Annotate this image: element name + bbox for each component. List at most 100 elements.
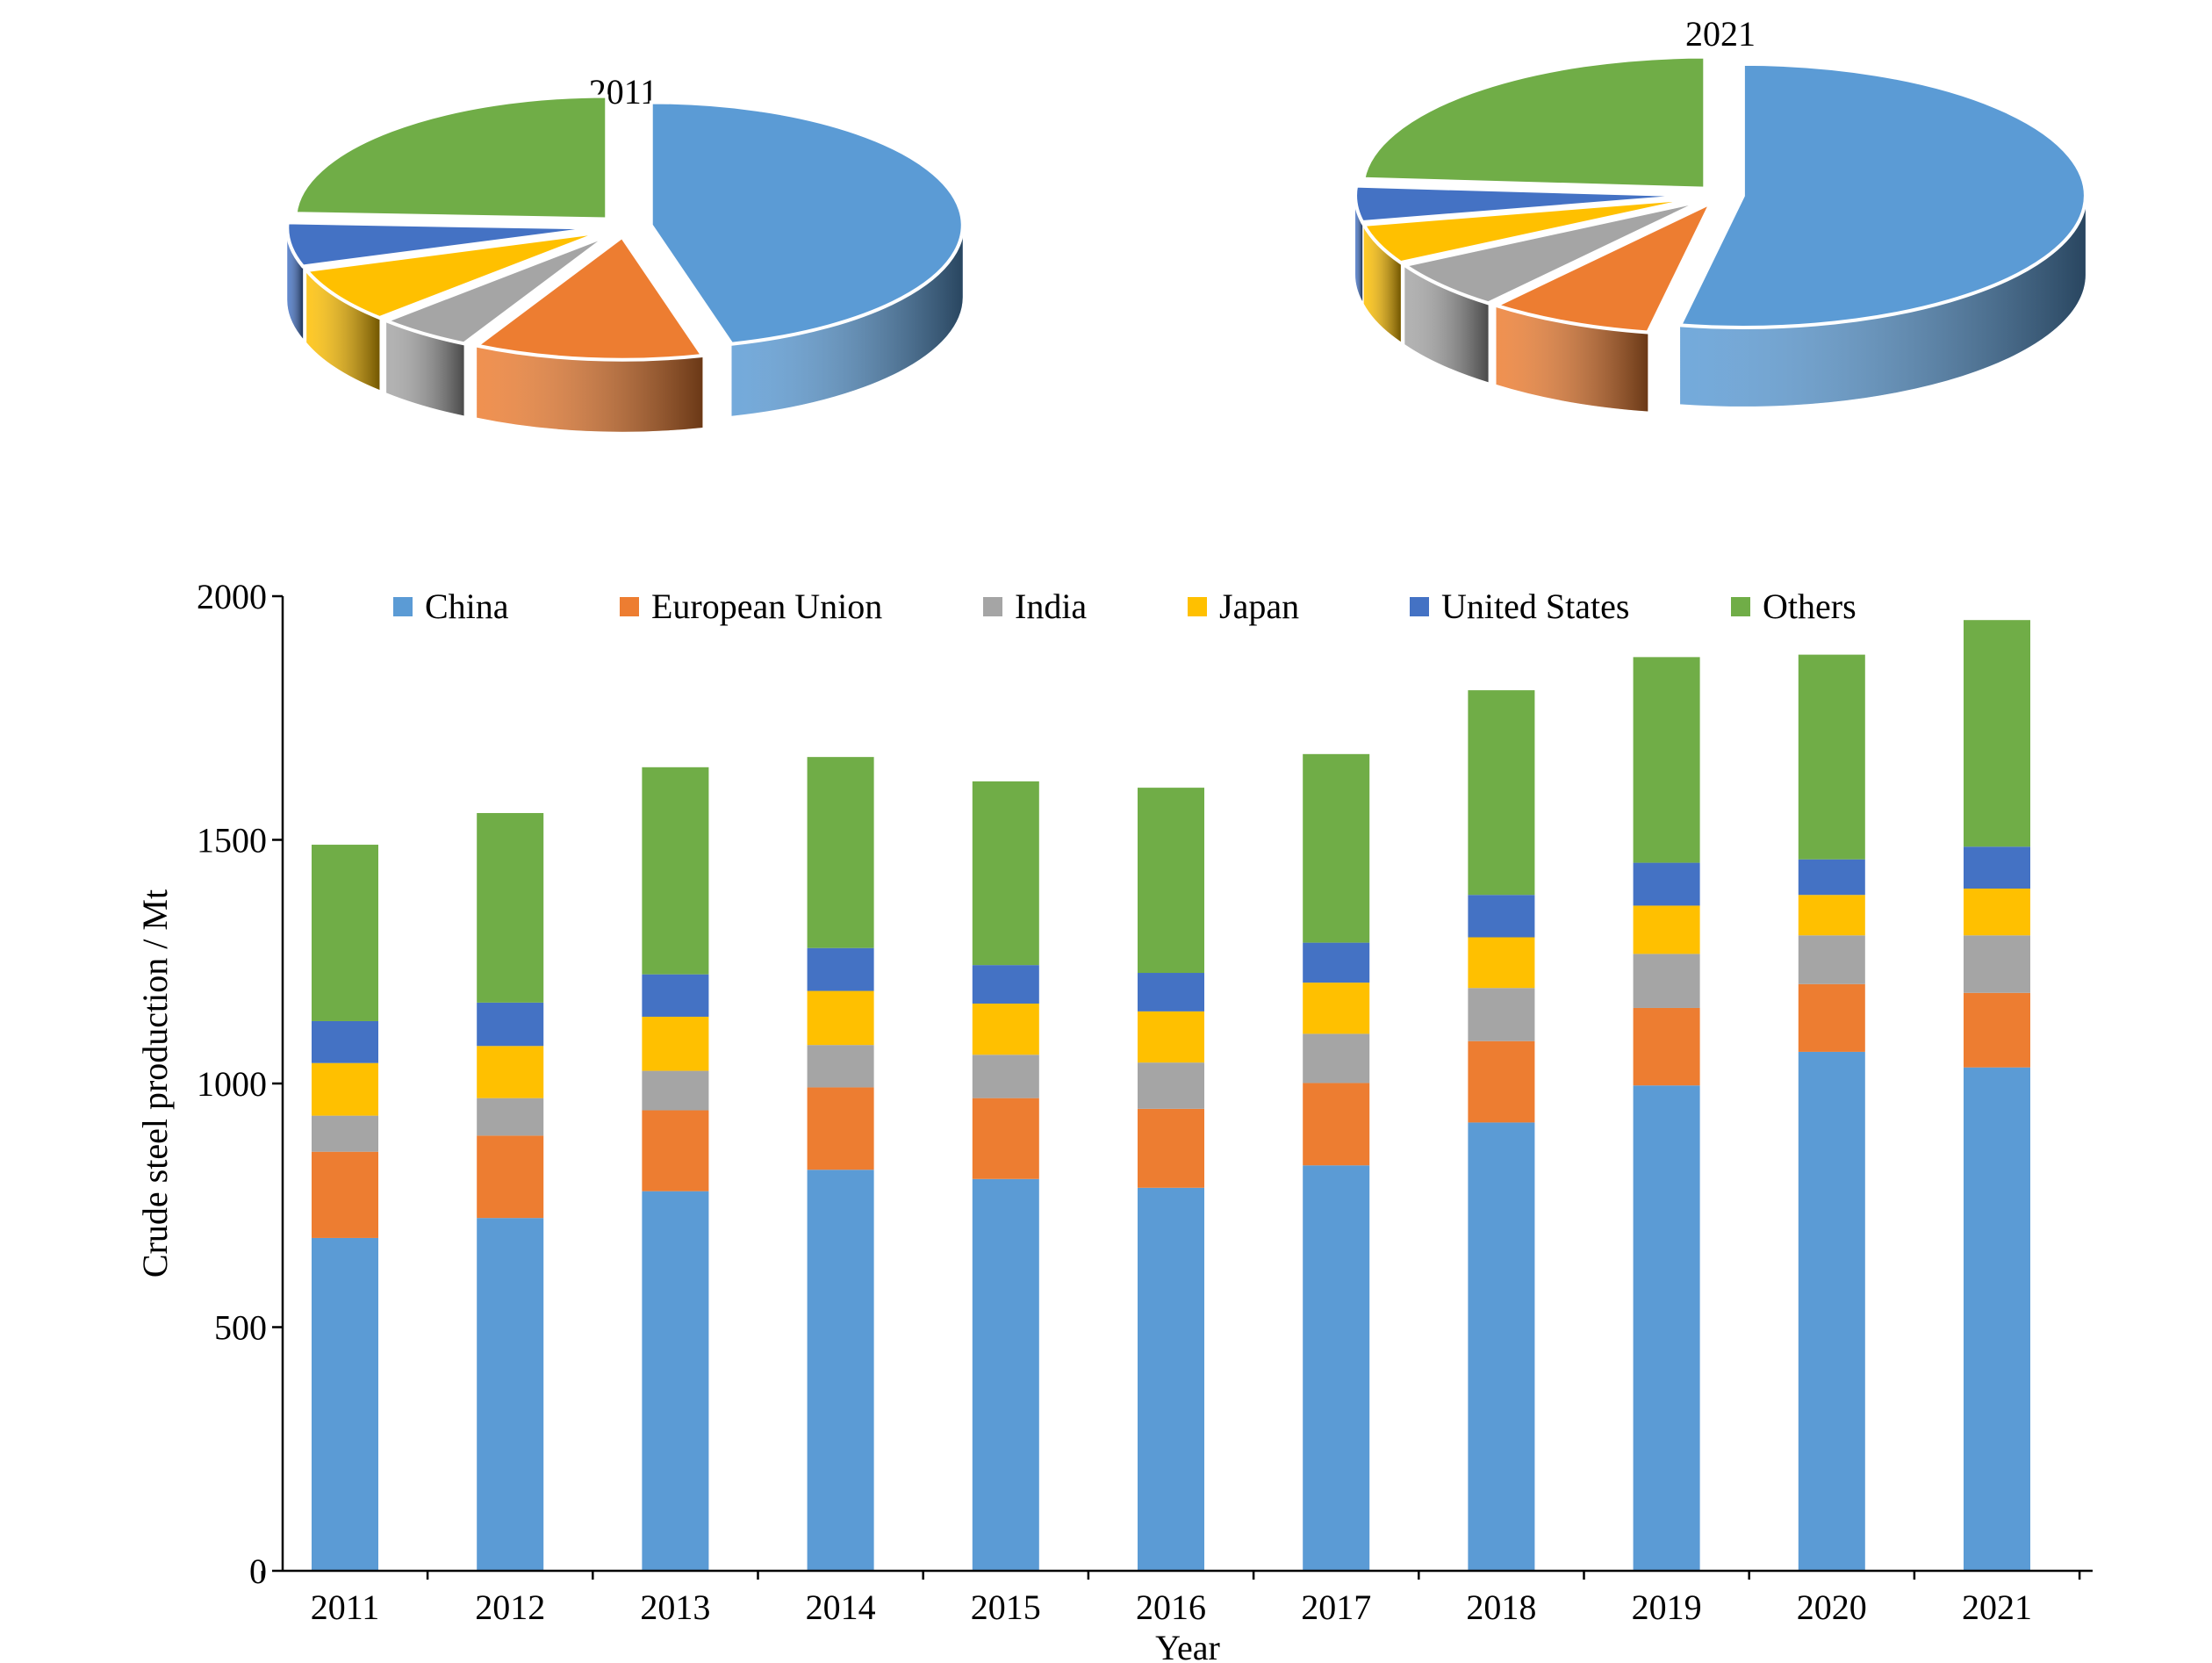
- y-axis-ticks: 0 500 1000 1500 2000: [197, 577, 283, 1591]
- bar-japan-2021: [1964, 889, 2030, 936]
- pie-side-shade-india: [386, 320, 464, 416]
- bar-united-states-2015: [972, 965, 1039, 1004]
- bar-india-2012: [477, 1098, 544, 1136]
- x-tick-label: 2011: [311, 1587, 380, 1627]
- bar-india-2014: [807, 1045, 874, 1088]
- bar-india-2021: [1964, 935, 2030, 993]
- bar-japan-2020: [1798, 895, 1865, 936]
- pie-side-shade-european-union: [477, 345, 703, 432]
- bar-others-2020: [1798, 654, 1865, 860]
- bar-india-2020: [1798, 935, 1865, 984]
- bar-china-2018: [1468, 1122, 1535, 1571]
- x-tick-label: 2012: [475, 1587, 545, 1627]
- legend-label-united-states: United States: [1441, 587, 1629, 626]
- bar-others-2015: [972, 781, 1039, 966]
- bar-european-union-2014: [807, 1087, 874, 1170]
- bar-china-2013: [642, 1191, 709, 1571]
- bar-european-union-2017: [1303, 1083, 1370, 1166]
- legend-swatch-united-states: [1410, 597, 1429, 616]
- bar-india-2011: [312, 1115, 378, 1152]
- bar-european-union-2018: [1468, 1040, 1535, 1123]
- bar-european-union-2012: [477, 1135, 544, 1219]
- bar-china-2015: [972, 1178, 1039, 1571]
- pie-slice-india: [1400, 198, 1705, 306]
- pie-side-shade-china: [1680, 195, 2086, 407]
- bar-india-2013: [642, 1070, 709, 1111]
- pie-slice-japan: [1361, 196, 1700, 265]
- bar-china-2011: [312, 1237, 378, 1571]
- pie-side-shade-united-states: [287, 227, 304, 339]
- bar-japan-2013: [642, 1016, 709, 1071]
- bar-japan-2015: [972, 1003, 1039, 1055]
- bar-others-2021: [1964, 620, 2030, 847]
- bar-china-2016: [1138, 1187, 1204, 1571]
- pie-slice-united-states: [1354, 184, 1698, 225]
- x-tick-label: 2014: [806, 1587, 876, 1627]
- bar-segments: [312, 620, 2030, 1571]
- bar-united-states-2019: [1633, 862, 1700, 906]
- x-tick-label: 2013: [640, 1587, 710, 1627]
- bar-japan-2017: [1303, 983, 1370, 1034]
- bar-japan-2012: [477, 1046, 544, 1098]
- bar-japan-2016: [1138, 1011, 1204, 1063]
- pie-title-2021: 2021: [1685, 14, 1756, 54]
- bar-india-2018: [1468, 988, 1535, 1041]
- x-tick-label: 2021: [1962, 1587, 2032, 1627]
- bar-united-states-2021: [1964, 846, 2030, 889]
- bar-european-union-2016: [1138, 1108, 1204, 1188]
- bar-european-union-2020: [1798, 983, 1865, 1052]
- pie-slice-china: [649, 100, 965, 346]
- bar-india-2017: [1303, 1033, 1370, 1083]
- pie-side-shade-european-union: [1496, 305, 1648, 412]
- y-tick-label: 500: [214, 1308, 267, 1348]
- pie-slice-european-union: [472, 234, 706, 362]
- bar-united-states-2020: [1798, 859, 1865, 896]
- pie-slice-others: [1361, 54, 1707, 191]
- legend-swatch-india: [983, 597, 1002, 616]
- bar-united-states-2013: [642, 974, 709, 1017]
- bar-india-2019: [1633, 954, 1700, 1008]
- y-tick-label: 1000: [197, 1064, 267, 1104]
- x-tick-label: 2019: [1632, 1587, 1702, 1627]
- pie-chart-2011: 2011: [285, 72, 965, 432]
- x-tick-label: 2018: [1466, 1587, 1536, 1627]
- bar-united-states-2016: [1138, 973, 1204, 1011]
- bar-european-union-2015: [972, 1098, 1039, 1179]
- pie-slice-european-union: [1491, 198, 1715, 335]
- pie-side-shade-japan: [306, 270, 380, 390]
- bar-china-2014: [807, 1170, 874, 1571]
- pie-slice-india: [381, 233, 611, 346]
- pie-side-shade-china: [731, 225, 963, 416]
- bar-others-2017: [1303, 753, 1370, 943]
- bar-united-states-2011: [312, 1020, 378, 1063]
- legend-label-china: China: [425, 587, 509, 626]
- bar-others-2013: [642, 767, 709, 975]
- bar-india-2016: [1138, 1062, 1204, 1109]
- bar-china-2012: [477, 1218, 544, 1571]
- bar-european-union-2011: [312, 1151, 378, 1238]
- pie-side-shade-india: [1404, 265, 1489, 383]
- pie-slice-others: [293, 94, 609, 221]
- bar-china-2019: [1633, 1085, 1700, 1571]
- bar-european-union-2013: [642, 1110, 709, 1191]
- bar-others-2016: [1138, 788, 1204, 974]
- bar-japan-2014: [807, 990, 874, 1046]
- legend-swatch-china: [393, 597, 413, 616]
- bar-japan-2018: [1468, 937, 1535, 989]
- bar-united-states-2012: [477, 1002, 544, 1047]
- bar-china-2020: [1798, 1051, 1865, 1571]
- pie-2011-side-walls: [287, 225, 963, 432]
- bar-european-union-2019: [1633, 1007, 1700, 1086]
- y-tick-label: 2000: [197, 577, 267, 616]
- legend-label-european-union: European Union: [651, 587, 882, 626]
- x-axis-ticks: 2011 2012 2013 2014 2015 2016 2017 2018 2019 2020…: [261, 1571, 2081, 1627]
- x-tick-label: 2017: [1301, 1587, 1371, 1627]
- legend-label-india: India: [1015, 587, 1087, 626]
- bar-japan-2019: [1633, 905, 1700, 954]
- bar-others-2011: [312, 845, 378, 1021]
- bar-india-2015: [972, 1055, 1039, 1098]
- y-tick-label: 1500: [197, 821, 267, 860]
- bar-others-2014: [807, 757, 874, 948]
- x-axis-label: Year: [1155, 1628, 1220, 1663]
- pie-2021-side-walls: [1355, 195, 2086, 412]
